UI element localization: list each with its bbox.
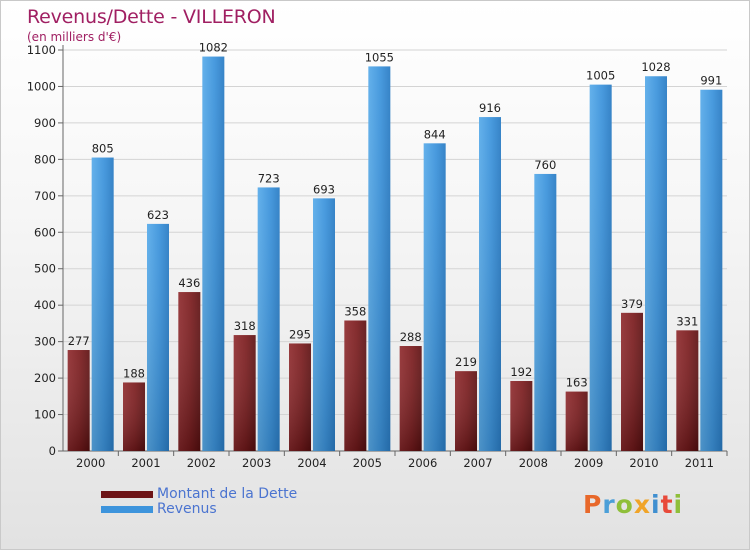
data-label-debt-2008: 192 <box>510 365 532 379</box>
y-tick-label: 900 <box>34 116 56 130</box>
data-label-debt-2000: 277 <box>68 334 90 348</box>
bar-shade-debt-2006 <box>399 346 422 451</box>
x-tick-label: 2006 <box>408 456 437 470</box>
bar-shade-revenue-2010 <box>645 76 667 451</box>
x-tick-label: 2001 <box>131 456 160 470</box>
legend-label-debt: Montant de la Dette <box>157 486 298 502</box>
bar-shade-debt-2010 <box>621 312 643 451</box>
bar-shade-revenue-2003 <box>257 187 280 451</box>
logo-letter: t <box>660 490 674 519</box>
bar-shade-debt-2009 <box>565 391 588 451</box>
legend-swatch-revenue <box>101 506 153 513</box>
logo-letter: i <box>673 490 684 519</box>
x-tick-label: 2002 <box>187 456 216 470</box>
bar-shade-debt-2002 <box>178 292 201 451</box>
data-label-revenue-2011: 991 <box>700 74 722 88</box>
data-label-revenue-2002: 1082 <box>199 41 228 55</box>
data-label-revenue-2004: 693 <box>313 182 335 196</box>
bar-shade-debt-2007 <box>455 371 477 451</box>
y-tick-label: 500 <box>34 262 56 276</box>
data-label-debt-2002: 436 <box>178 276 200 290</box>
data-label-revenue-2009: 1005 <box>586 69 615 83</box>
x-tick-label: 2005 <box>353 456 382 470</box>
y-tick-label: 1100 <box>27 43 56 57</box>
data-label-revenue-2001: 623 <box>147 208 169 222</box>
bar-shade-debt-2001 <box>123 382 145 451</box>
chart-subtitle: (en milliers d'€) <box>27 30 122 44</box>
legend-swatch-debt <box>101 491 153 498</box>
data-label-debt-2001: 188 <box>123 366 145 380</box>
bar-shade-revenue-2011 <box>700 89 723 452</box>
x-tick-label: 2011 <box>685 456 714 470</box>
logo-letter: i <box>651 490 661 519</box>
chart-title: Revenus/Dette - VILLERON <box>27 6 276 28</box>
bar-shade-revenue-2006 <box>423 143 446 451</box>
logo-letter: r <box>602 490 616 519</box>
bar-shade-debt-2003 <box>233 335 256 451</box>
y-tick-label: 0 <box>49 444 56 458</box>
x-tick-label: 2004 <box>297 456 326 470</box>
data-label-revenue-2003: 723 <box>258 171 280 185</box>
bar-shade-revenue-2001 <box>147 223 169 451</box>
y-tick-label: 800 <box>34 152 56 166</box>
x-tick-label: 2003 <box>242 456 271 470</box>
bar-shade-debt-2011 <box>676 330 699 451</box>
data-label-revenue-2005: 1055 <box>365 50 394 64</box>
data-label-revenue-2007: 916 <box>479 101 501 115</box>
data-label-revenue-2006: 844 <box>424 127 446 141</box>
x-tick-label: 2010 <box>629 456 658 470</box>
y-tick-label: 100 <box>34 408 56 422</box>
bar-shade-revenue-2002 <box>202 56 225 451</box>
data-label-debt-2003: 318 <box>234 319 256 333</box>
data-label-debt-2011: 331 <box>676 314 698 328</box>
proxiti-logo: Proxiti <box>583 490 683 519</box>
data-label-revenue-2000: 805 <box>92 142 114 156</box>
bar-shade-revenue-2007 <box>479 117 501 452</box>
data-label-debt-2007: 219 <box>455 355 477 369</box>
logo-letter: x <box>633 490 651 519</box>
x-tick-label: 2009 <box>574 456 603 470</box>
data-label-debt-2009: 163 <box>566 376 588 390</box>
bar-shade-revenue-2005 <box>368 66 391 452</box>
bar-shade-revenue-2004 <box>313 198 335 451</box>
data-label-revenue-2010: 1028 <box>641 60 670 74</box>
bar-shade-debt-2005 <box>344 320 367 451</box>
bar-shade-revenue-2008 <box>534 173 557 452</box>
y-tick-label: 600 <box>34 225 56 239</box>
bar-shade-revenue-2009 <box>589 84 612 451</box>
data-label-debt-2010: 379 <box>621 297 643 311</box>
bar-shade-debt-2004 <box>289 343 311 451</box>
y-tick-label: 400 <box>34 298 56 312</box>
bar-shade-debt-2008 <box>510 381 533 451</box>
y-tick-label: 1000 <box>27 79 56 93</box>
data-label-debt-2004: 295 <box>289 327 311 341</box>
legend-label-revenue: Revenus <box>157 501 217 517</box>
logo-letter: P <box>583 490 603 519</box>
x-tick-label: 2000 <box>76 456 105 470</box>
bar-shade-debt-2000 <box>67 350 90 451</box>
x-tick-label: 2008 <box>519 456 548 470</box>
data-label-debt-2006: 288 <box>400 330 422 344</box>
x-tick-label: 2007 <box>463 456 492 470</box>
y-tick-label: 200 <box>34 371 56 385</box>
logo-letter: o <box>615 490 634 519</box>
data-label-debt-2005: 358 <box>344 304 366 318</box>
bar-shade-revenue-2000 <box>91 157 114 452</box>
data-label-revenue-2008: 760 <box>534 158 556 172</box>
y-tick-label: 700 <box>34 189 56 203</box>
y-tick-label: 300 <box>34 335 56 349</box>
